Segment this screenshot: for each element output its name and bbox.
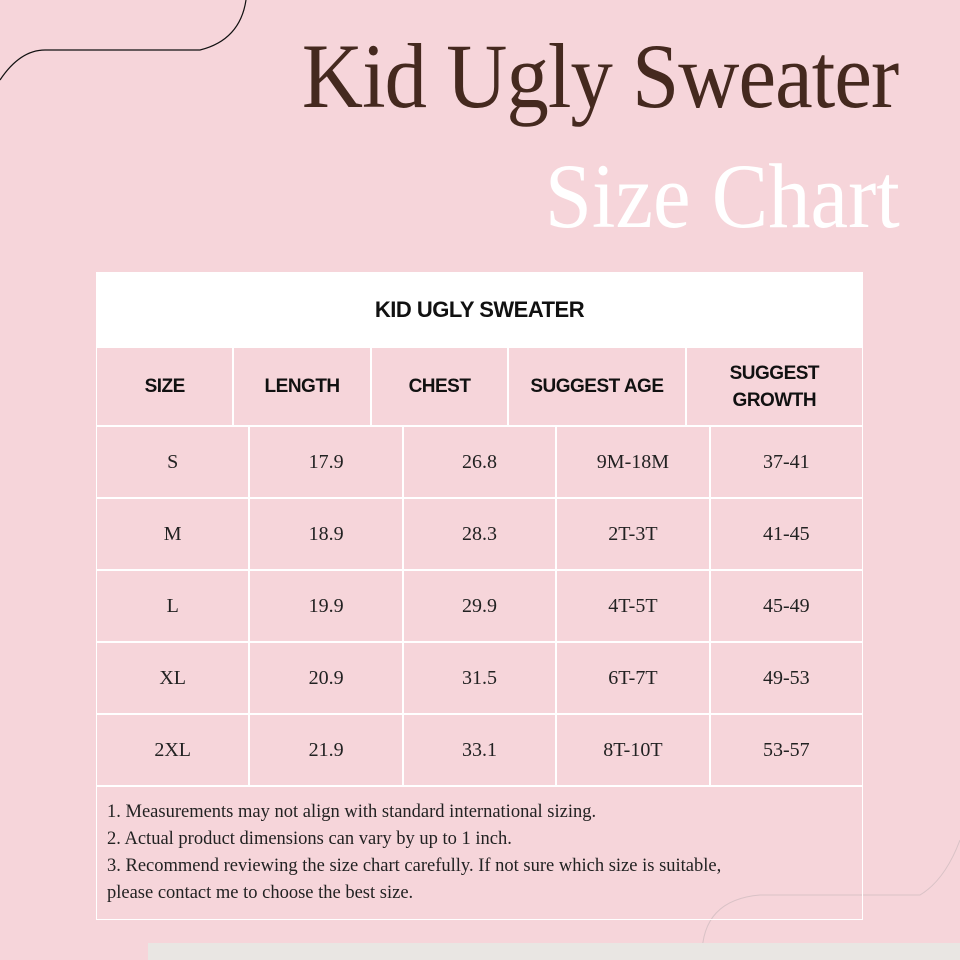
table-cell: 20.9 — [248, 643, 401, 713]
header-cell: LENGTH — [232, 348, 369, 425]
table-cell: 4T-5T — [555, 571, 708, 641]
table-cell: 31.5 — [401, 643, 555, 713]
table-cell: 21.9 — [248, 715, 401, 785]
header-cell: CHEST — [369, 348, 507, 425]
table-row: S 17.9 26.8 9M-18M 37-41 — [97, 425, 862, 497]
table-cell: 45-49 — [708, 571, 862, 641]
table-cell: XL — [159, 666, 187, 689]
table-cell: 19.9 — [248, 571, 401, 641]
header-cell: SUGGEST GROWTH — [684, 348, 862, 425]
table-cell: 29.9 — [401, 571, 555, 641]
table-cell: 8T-10T — [555, 715, 708, 785]
note-line: 1. Measurements may not align with stand… — [107, 802, 597, 822]
table-cell: 49-53 — [708, 643, 862, 713]
table-cell: 28.3 — [401, 499, 555, 569]
page-subtitle: Size Chart — [545, 145, 900, 247]
table-cell: 37-41 — [708, 427, 862, 497]
header-cell: SIZE — [144, 376, 186, 397]
table-header-row: SIZE LENGTH CHEST SUGGEST AGE SUGGEST GR… — [97, 346, 862, 425]
table-cell: 9M-18M — [555, 427, 708, 497]
note-line: 2. Actual product dimensions can vary by… — [107, 829, 512, 849]
footer-band — [148, 943, 960, 960]
note-line: please contact me to choose the best siz… — [107, 883, 414, 903]
table-cell: 6T-7T — [555, 643, 708, 713]
table-cell: M — [163, 522, 182, 545]
table-cell: 2XL — [154, 738, 192, 761]
table-row: 2XL 21.9 33.1 8T-10T 53-57 — [97, 713, 862, 785]
table-cell: 17.9 — [248, 427, 401, 497]
table-cell: 2T-3T — [555, 499, 708, 569]
table-row: L 19.9 29.9 4T-5T 45-49 — [97, 569, 862, 641]
note-line: 3. Recommend reviewing the size chart ca… — [107, 856, 722, 876]
page-title: Kid Ugly Sweater — [301, 25, 899, 127]
table-caption: KID UGLY SWEATER — [97, 273, 862, 346]
table-cell: 53-57 — [708, 715, 862, 785]
table-cell: S — [167, 450, 179, 473]
table-row: XL 20.9 31.5 6T-7T 49-53 — [97, 641, 862, 713]
table-cell: L — [166, 594, 179, 617]
table-row: M 18.9 28.3 2T-3T 41-45 — [97, 497, 862, 569]
table-cell: 33.1 — [401, 715, 555, 785]
header-cell: SUGGEST AGE — [507, 348, 684, 425]
table-cell: 26.8 — [401, 427, 555, 497]
notes: 1. Measurements may not align with stand… — [97, 785, 862, 919]
table-cell: 41-45 — [708, 499, 862, 569]
table-cell: 18.9 — [248, 499, 401, 569]
size-chart-table: KID UGLY SWEATER SIZE LENGTH CHEST SUGGE… — [96, 272, 863, 920]
